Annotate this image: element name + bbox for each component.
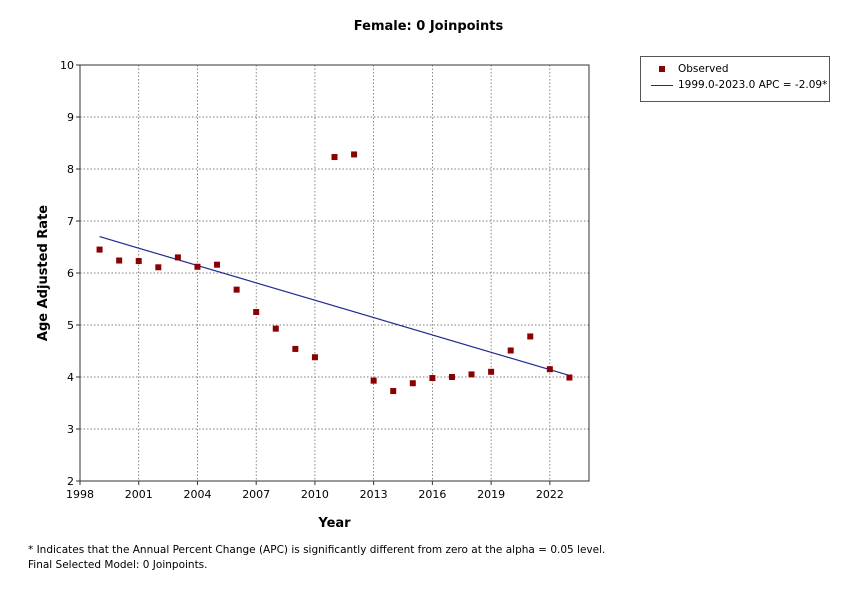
- y-tick-label: 6: [67, 267, 74, 280]
- x-tick-label: 2019: [477, 488, 505, 501]
- y-tick-label: 8: [67, 163, 74, 176]
- data-point: [214, 261, 221, 268]
- data-point: [331, 154, 338, 161]
- square-marker-icon: [659, 66, 665, 72]
- y-tick-label: 3: [67, 423, 74, 436]
- footnote-model: Final Selected Model: 0 Joinpoints.: [28, 559, 208, 571]
- y-tick-label: 5: [67, 319, 74, 332]
- chart-title: Female: 0 Joinpoints: [353, 19, 504, 34]
- data-point: [429, 375, 436, 382]
- data-point: [546, 366, 553, 373]
- data-point: [116, 257, 123, 264]
- y-axis-label: Age Adjusted Rate: [36, 205, 51, 341]
- legend-label-trend: 1999.0-2023.0 APC = -2.09*: [678, 79, 828, 91]
- data-point: [233, 286, 240, 293]
- data-point: [272, 325, 279, 332]
- y-tick-label: 4: [67, 371, 74, 384]
- data-point: [351, 151, 358, 158]
- data-point: [194, 263, 201, 270]
- trend-line: [99, 236, 570, 377]
- grid: [80, 65, 589, 481]
- footnotes: * Indicates that the Annual Percent Chan…: [28, 543, 605, 573]
- data-point: [174, 254, 181, 261]
- data-point: [96, 246, 103, 253]
- y-tick-label: 7: [67, 215, 74, 228]
- data-marks: [96, 151, 573, 395]
- data-point: [448, 374, 455, 380]
- x-tick-label: 2004: [183, 488, 211, 501]
- footnote-apc: * Indicates that the Annual Percent Chan…: [28, 544, 606, 556]
- x-axis-label: Year: [317, 516, 351, 531]
- x-tick-label: 2010: [301, 488, 329, 501]
- data-point: [370, 377, 377, 384]
- x-tick-label: 1998: [66, 488, 94, 501]
- axis-ticks: 1998 2001 2004 2007 2010 2013 2016 2019 2022 2 3 4 5…: [60, 59, 564, 501]
- data-point: [155, 264, 162, 271]
- data-point: [390, 388, 397, 395]
- y-tick-label: 9: [67, 111, 74, 124]
- data-point: [409, 380, 416, 387]
- data-point: [566, 374, 573, 381]
- data-point: [253, 309, 260, 315]
- line-marker-icon: [651, 85, 673, 86]
- y-tick-label: 2: [67, 475, 74, 488]
- data-point: [311, 354, 318, 361]
- x-tick-label: 2016: [418, 488, 446, 501]
- data-point: [135, 258, 142, 265]
- x-tick-label: 2013: [360, 488, 388, 501]
- x-tick-label: 2001: [125, 488, 153, 501]
- legend-label-observed: Observed: [678, 63, 729, 75]
- plot-frame: [79, 64, 590, 482]
- legend: Observed 1999.0-2023.0 APC = -2.09*: [640, 56, 830, 102]
- data-point: [468, 371, 475, 378]
- data-point: [507, 347, 514, 354]
- data-point: [488, 368, 495, 375]
- data-point: [527, 333, 534, 340]
- y-tick-label: 10: [60, 59, 74, 72]
- x-tick-label: 2022: [536, 488, 564, 501]
- data-point: [292, 345, 299, 352]
- x-tick-label: 2007: [242, 488, 270, 501]
